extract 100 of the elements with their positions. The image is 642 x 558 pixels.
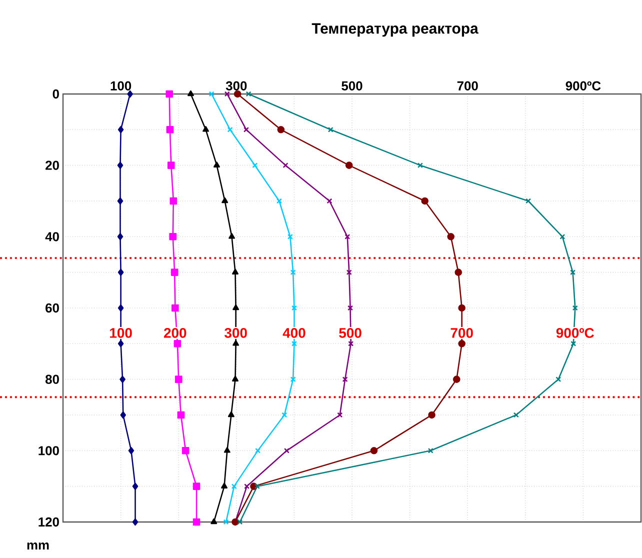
point bbox=[170, 197, 178, 205]
point bbox=[232, 340, 240, 346]
point bbox=[232, 376, 238, 382]
point bbox=[276, 198, 282, 204]
point bbox=[570, 340, 576, 346]
point bbox=[328, 126, 334, 132]
point bbox=[132, 482, 138, 490]
point bbox=[174, 340, 182, 348]
y-tick-label: 120 bbox=[38, 517, 59, 527]
point bbox=[290, 270, 296, 276]
x-tick-label: 300 bbox=[226, 81, 247, 90]
point bbox=[560, 234, 566, 240]
series-label: 200 bbox=[164, 328, 186, 338]
point bbox=[348, 340, 354, 346]
point bbox=[344, 234, 350, 240]
point bbox=[556, 376, 562, 382]
y-tick-label: 80 bbox=[45, 374, 59, 384]
point bbox=[370, 447, 378, 454]
point bbox=[447, 233, 454, 240]
series-label: 400 bbox=[282, 328, 306, 338]
series-label: 900ºC bbox=[556, 328, 594, 338]
point bbox=[277, 126, 285, 134]
point bbox=[172, 304, 179, 312]
point bbox=[282, 412, 288, 418]
point bbox=[166, 90, 173, 98]
point bbox=[228, 233, 236, 239]
series-label: 300 bbox=[224, 328, 247, 338]
point bbox=[287, 234, 293, 240]
point bbox=[284, 448, 290, 454]
point bbox=[421, 197, 428, 205]
point bbox=[167, 162, 175, 169]
chart-title: Температура реактора bbox=[312, 23, 478, 37]
point bbox=[291, 305, 297, 311]
y-tick-label: 0 bbox=[52, 89, 59, 99]
point bbox=[428, 448, 434, 454]
point bbox=[254, 484, 260, 490]
series-label: 100 bbox=[110, 328, 132, 338]
x-tick-label: 900ºC bbox=[566, 81, 601, 90]
y-tick-label: 100 bbox=[38, 446, 59, 456]
x-tick-label: 700 bbox=[457, 81, 478, 90]
point bbox=[120, 411, 126, 419]
point bbox=[118, 304, 124, 312]
series-label: 700 bbox=[450, 328, 473, 338]
point bbox=[231, 484, 237, 490]
point bbox=[526, 198, 532, 204]
point bbox=[221, 482, 228, 488]
point bbox=[169, 233, 176, 240]
point bbox=[227, 126, 233, 132]
point bbox=[232, 268, 238, 274]
point bbox=[166, 126, 174, 134]
point bbox=[177, 411, 185, 419]
point bbox=[214, 162, 220, 168]
point bbox=[337, 412, 343, 418]
point bbox=[282, 162, 288, 168]
y-tick-label: 40 bbox=[45, 232, 59, 242]
point bbox=[224, 447, 230, 453]
point bbox=[458, 340, 466, 348]
point bbox=[428, 411, 436, 419]
point bbox=[290, 376, 296, 382]
point bbox=[117, 197, 124, 205]
point bbox=[252, 162, 258, 168]
point bbox=[232, 304, 240, 310]
point bbox=[117, 233, 124, 240]
point bbox=[255, 448, 261, 454]
point bbox=[120, 376, 126, 383]
point bbox=[348, 305, 354, 311]
point bbox=[342, 376, 348, 382]
point bbox=[244, 484, 250, 490]
x-tick-label: 500 bbox=[342, 81, 362, 90]
point bbox=[228, 411, 234, 418]
point bbox=[174, 376, 182, 383]
y-tick-label: 20 bbox=[46, 160, 59, 170]
series-label: 500 bbox=[339, 328, 362, 338]
point bbox=[202, 126, 210, 132]
point bbox=[234, 90, 242, 98]
point bbox=[210, 518, 218, 524]
point bbox=[127, 90, 133, 98]
point bbox=[452, 376, 460, 383]
point bbox=[570, 270, 576, 276]
point bbox=[170, 268, 178, 276]
point bbox=[132, 518, 138, 526]
point bbox=[326, 198, 332, 204]
y-tick-label: 60 bbox=[46, 303, 59, 313]
y-axis-title: mm bbox=[27, 542, 49, 550]
point bbox=[192, 482, 200, 490]
point bbox=[182, 447, 190, 454]
point bbox=[291, 340, 297, 346]
point bbox=[345, 162, 353, 169]
point bbox=[118, 126, 124, 134]
point bbox=[118, 268, 124, 276]
point bbox=[192, 518, 200, 526]
point bbox=[513, 412, 519, 418]
point bbox=[188, 90, 194, 96]
point bbox=[417, 162, 423, 168]
point bbox=[458, 304, 466, 312]
point bbox=[128, 447, 134, 454]
point bbox=[222, 197, 228, 204]
point bbox=[117, 162, 124, 169]
point bbox=[454, 268, 462, 276]
point bbox=[243, 126, 249, 132]
